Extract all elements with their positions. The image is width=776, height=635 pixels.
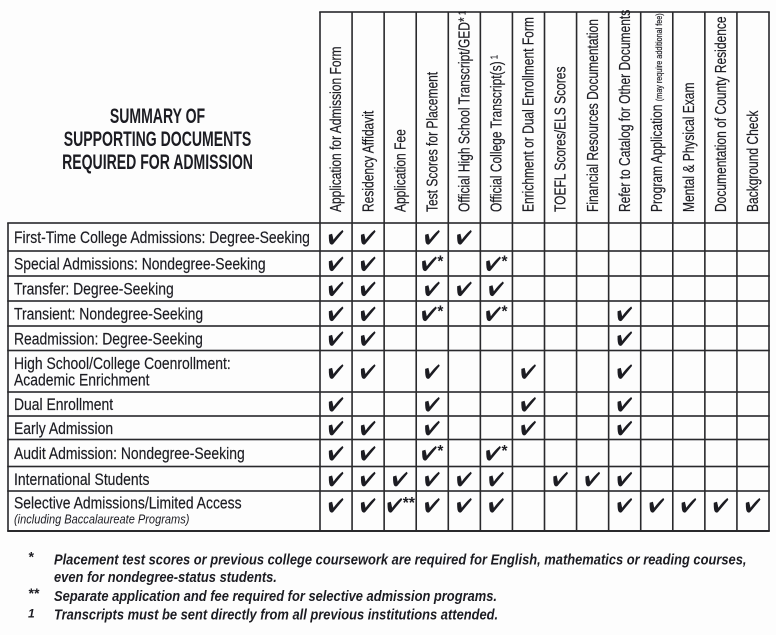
svg-text:Audit Admission: Nondegree-See: Audit Admission: Nondegree-Seeking	[14, 445, 245, 464]
svg-text:*: *	[437, 303, 444, 320]
svg-text:SUMMARY OF: SUMMARY OF	[110, 104, 205, 127]
svg-text:even for nondegree-status stud: even for nondegree-status students.	[54, 569, 277, 585]
svg-text:High School/College Coenrollme: High School/College Coenrollment:	[14, 355, 231, 374]
svg-text:TOEFL Scores/ELS Scores: TOEFL Scores/ELS Scores	[552, 66, 569, 212]
svg-text:Refer to Catalog for Other Doc: Refer to Catalog for Other Documents	[617, 10, 634, 212]
svg-text:First-Time College Admissions:: First-Time College Admissions: Degree-Se…	[14, 229, 310, 248]
svg-text:*: *	[437, 253, 444, 270]
svg-text:(including Baccalaureate Progr: (including Baccalaureate Programs)	[14, 512, 189, 527]
svg-text:Academic Enrichment: Academic Enrichment	[14, 371, 150, 390]
svg-text:Test Scores for Placement: Test Scores for Placement	[424, 72, 441, 212]
svg-text:Application Fee: Application Fee	[392, 129, 409, 212]
svg-text:Financial Resources Documentat: Financial Resources Documentation	[584, 19, 601, 212]
svg-text:International Students: International Students	[14, 471, 150, 490]
svg-text:*: *	[502, 443, 509, 460]
svg-text:Selective Admissions/Limited A: Selective Admissions/Limited Access	[14, 494, 242, 513]
svg-text:*: *	[502, 303, 509, 320]
svg-text:Placement test scores or previ: Placement test scores or previous colleg…	[54, 552, 746, 568]
svg-text:Residency Affidavit: Residency Affidavit	[360, 111, 377, 212]
svg-text:REQUIRED FOR ADMISSION: REQUIRED FOR ADMISSION	[62, 150, 253, 173]
svg-text:Readmission: Degree-Seeking: Readmission: Degree-Seeking	[14, 330, 203, 349]
svg-text:Background Check: Background Check	[745, 110, 762, 212]
svg-text:*: *	[502, 253, 509, 270]
svg-text:*: *	[28, 549, 34, 565]
svg-text:Documentation of County Reside: Documentation of County Residence	[713, 16, 730, 212]
svg-text:**: **	[403, 495, 416, 512]
svg-text:*: *	[437, 443, 444, 460]
svg-text:Early Admission: Early Admission	[14, 420, 113, 439]
svg-text:Enrichment or Dual Enrollment: Enrichment or Dual Enrollment Form	[520, 17, 537, 212]
svg-text:Mental & Physical Exam: Mental & Physical Exam	[681, 83, 698, 212]
svg-text:Official College Transcript(s): Official College Transcript(s) 1	[488, 55, 505, 212]
svg-text:Dual Enrollment: Dual Enrollment	[14, 396, 114, 415]
svg-text:Application for Admission Form: Application for Admission Form	[328, 46, 345, 212]
svg-text:Special Admissions: Nondegree-: Special Admissions: Nondegree-Seeking	[14, 255, 266, 274]
svg-text:Transfer: Degree-Seeking: Transfer: Degree-Seeking	[14, 280, 174, 299]
svg-text:SUPPORTING DOCUMENTS: SUPPORTING DOCUMENTS	[64, 127, 252, 150]
svg-text:Separate application and fee r: Separate application and fee required fo…	[54, 588, 497, 604]
svg-text:Transcripts must be sent direc: Transcripts must be sent directly from a…	[54, 607, 498, 623]
svg-text:1: 1	[28, 607, 35, 621]
svg-text:Official High School Transcrip: Official High School Transcript/GED* 1	[456, 11, 473, 212]
svg-text:**: **	[28, 585, 39, 601]
svg-text:Transient: Nondegree-Seeking: Transient: Nondegree-Seeking	[14, 305, 203, 324]
